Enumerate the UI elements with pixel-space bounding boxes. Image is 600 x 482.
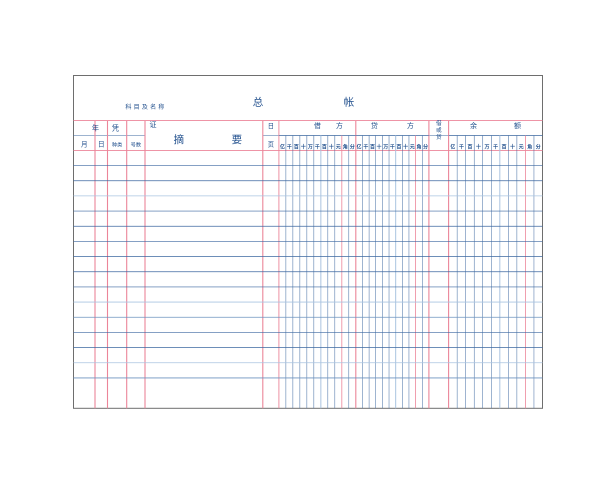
svg-text:分: 分 — [536, 143, 541, 150]
svg-text:千: 千 — [459, 143, 464, 150]
svg-text:日: 日 — [98, 141, 105, 149]
svg-text:万: 万 — [484, 143, 490, 150]
svg-text:余: 余 — [470, 121, 477, 130]
svg-text:十: 十 — [510, 143, 515, 150]
svg-text:总: 总 — [253, 96, 264, 109]
svg-text:分: 分 — [350, 143, 355, 150]
svg-text:元: 元 — [336, 143, 341, 150]
svg-text:种类: 种类 — [112, 141, 122, 149]
svg-text:日: 日 — [268, 122, 274, 130]
svg-text:百: 百 — [370, 143, 375, 150]
svg-text:方: 方 — [336, 121, 343, 130]
svg-text:年: 年 — [92, 124, 99, 133]
svg-text:亿: 亿 — [450, 143, 455, 150]
svg-text:亿: 亿 — [357, 143, 362, 150]
svg-text:借: 借 — [314, 121, 321, 130]
svg-text:要: 要 — [232, 134, 243, 146]
svg-text:百: 百 — [502, 143, 507, 150]
svg-text:额: 额 — [514, 121, 521, 130]
svg-text:亿: 亿 — [280, 143, 285, 150]
svg-text:证: 证 — [150, 121, 157, 129]
svg-text:百: 百 — [322, 143, 327, 150]
svg-text:十: 十 — [329, 143, 334, 150]
svg-text:十: 十 — [476, 143, 481, 150]
svg-text:号数: 号数 — [131, 141, 142, 149]
svg-text:或: 或 — [436, 126, 442, 134]
svg-text:帐: 帐 — [344, 96, 355, 109]
svg-text:科 目 及 名 称: 科 目 及 名 称 — [125, 103, 164, 111]
svg-text:十: 十 — [301, 143, 306, 150]
svg-text:十: 十 — [377, 143, 382, 150]
svg-text:凭: 凭 — [112, 124, 119, 133]
svg-text:分: 分 — [423, 143, 428, 150]
svg-text:摘: 摘 — [174, 133, 185, 146]
svg-text:千: 千 — [315, 143, 320, 150]
svg-text:方: 方 — [407, 121, 414, 130]
svg-text:角: 角 — [343, 143, 348, 150]
svg-text:十: 十 — [403, 143, 408, 150]
svg-text:百: 百 — [467, 143, 472, 150]
svg-text:角: 角 — [527, 143, 532, 150]
svg-text:元: 元 — [519, 143, 524, 150]
svg-text:元: 元 — [410, 143, 415, 150]
svg-text:千: 千 — [390, 143, 395, 150]
svg-text:万: 万 — [382, 143, 388, 150]
svg-text:千: 千 — [363, 143, 368, 150]
svg-text:贷: 贷 — [436, 133, 442, 141]
svg-text:百: 百 — [397, 143, 402, 150]
svg-text:贷: 贷 — [371, 121, 378, 130]
svg-text:角: 角 — [416, 143, 421, 150]
svg-text:千: 千 — [287, 143, 292, 150]
svg-text:月: 月 — [81, 141, 88, 149]
svg-text:万: 万 — [307, 143, 313, 150]
svg-text:百: 百 — [294, 143, 299, 150]
svg-text:借: 借 — [436, 119, 442, 127]
svg-text:千: 千 — [493, 143, 498, 150]
svg-text:页: 页 — [268, 141, 274, 149]
